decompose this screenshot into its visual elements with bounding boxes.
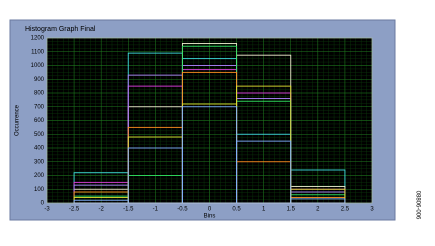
y-tick-label: 1100 <box>31 49 45 55</box>
chart: Histogram Graph Final Bins Occurrence 08… <box>9 19 420 221</box>
x-tick-label: -0.5 <box>177 207 188 213</box>
page: {"chart_data": { "type": "histogram", "t… <box>9 19 421 221</box>
y-tick-label: 600 <box>34 118 45 124</box>
x-tick-label: -3 <box>44 207 50 213</box>
y-tick-label: 0 <box>41 201 45 207</box>
y-tick-label: 1000 <box>31 63 45 69</box>
x-tick-label: 1.5 <box>287 207 296 213</box>
plot-frame <box>46 37 373 204</box>
x-tick-label: -1 <box>153 207 159 213</box>
x-tick-label: 0.5 <box>232 207 241 213</box>
y-tick-label: 200 <box>34 173 45 179</box>
y-tick-label: 1200 <box>31 36 45 42</box>
y-tick-label: 800 <box>34 91 45 97</box>
figure-id: 08806-006 <box>414 191 420 220</box>
x-tick-label: 3 <box>370 207 374 213</box>
x-tick-label: 2 <box>316 207 320 213</box>
x-tick-label: 2.5 <box>341 207 350 213</box>
y-axis-label: Occurrence <box>15 104 21 136</box>
y-tick-label: 700 <box>34 104 45 110</box>
y-tick-label: 900 <box>34 77 45 83</box>
x-axis-label: Bins <box>204 214 216 220</box>
x-tick-label: -2.5 <box>69 207 80 213</box>
x-tick-label: 0 <box>208 207 212 213</box>
y-tick-label: 400 <box>34 146 45 152</box>
y-tick-label: 100 <box>34 187 45 193</box>
y-tick-label: 300 <box>34 159 45 165</box>
x-tick-label: -1.5 <box>123 207 134 213</box>
x-tick-label: -2 <box>98 207 104 213</box>
x-tick-label: 1 <box>262 207 266 213</box>
y-tick-label: 500 <box>34 132 45 138</box>
chart-title: Histogram Graph Final <box>25 26 96 33</box>
